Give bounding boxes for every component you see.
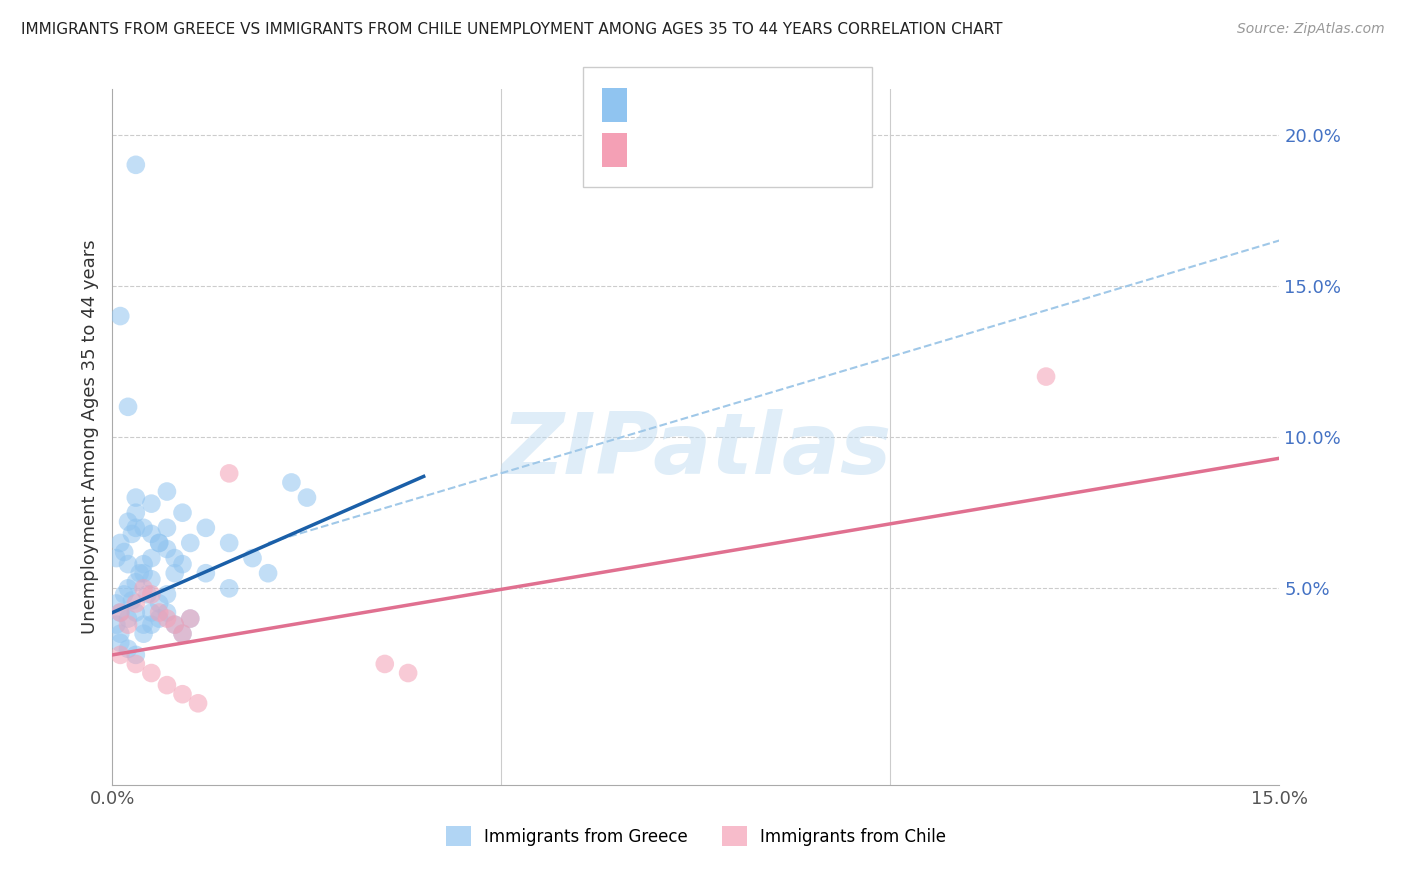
- Point: [396, 666, 419, 681]
- Point: [110, 648, 132, 662]
- Point: [156, 611, 179, 625]
- Point: [156, 587, 179, 601]
- Point: [132, 582, 155, 596]
- Point: [156, 678, 179, 692]
- Point: [105, 617, 128, 632]
- Point: [110, 536, 132, 550]
- Point: [110, 606, 132, 620]
- Point: [132, 557, 155, 571]
- Point: [156, 484, 179, 499]
- Point: [172, 626, 194, 640]
- Point: [110, 309, 132, 323]
- Point: [179, 611, 201, 625]
- Point: [112, 545, 135, 559]
- Point: [125, 575, 148, 590]
- Point: [218, 536, 240, 550]
- Point: [125, 657, 148, 671]
- Point: [374, 657, 396, 671]
- Point: [121, 527, 143, 541]
- Point: [110, 606, 132, 620]
- Point: [132, 566, 155, 581]
- Point: [125, 491, 148, 505]
- Point: [125, 648, 148, 662]
- Point: [141, 497, 163, 511]
- Point: [121, 593, 143, 607]
- Point: [148, 536, 170, 550]
- Point: [141, 617, 163, 632]
- Point: [1035, 369, 1057, 384]
- Point: [141, 606, 163, 620]
- Point: [112, 587, 135, 601]
- Point: [117, 611, 139, 625]
- Point: [128, 566, 150, 581]
- Point: [148, 606, 170, 620]
- Point: [280, 475, 302, 490]
- Text: N = 63: N = 63: [756, 96, 820, 114]
- Text: IMMIGRANTS FROM GREECE VS IMMIGRANTS FROM CHILE UNEMPLOYMENT AMONG AGES 35 TO 44: IMMIGRANTS FROM GREECE VS IMMIGRANTS FRO…: [21, 22, 1002, 37]
- Point: [141, 551, 163, 566]
- Point: [141, 587, 163, 601]
- Point: [179, 611, 201, 625]
- Point: [163, 617, 186, 632]
- Point: [218, 467, 240, 481]
- Point: [125, 606, 148, 620]
- Point: [242, 551, 264, 566]
- Point: [132, 626, 155, 640]
- Text: ZIPatlas: ZIPatlas: [501, 409, 891, 492]
- Point: [156, 541, 179, 556]
- Point: [148, 597, 170, 611]
- Point: [132, 617, 155, 632]
- Point: [163, 566, 186, 581]
- Point: [218, 582, 240, 596]
- Point: [105, 551, 128, 566]
- Point: [163, 617, 186, 632]
- Point: [117, 582, 139, 596]
- Point: [117, 515, 139, 529]
- Point: [187, 696, 209, 710]
- Point: [156, 521, 179, 535]
- Point: [117, 400, 139, 414]
- Text: R = 0.395: R = 0.395: [636, 141, 725, 159]
- Point: [163, 551, 186, 566]
- Text: Source: ZipAtlas.com: Source: ZipAtlas.com: [1237, 22, 1385, 37]
- Point: [141, 572, 163, 586]
- Point: [172, 557, 194, 571]
- Point: [148, 611, 170, 625]
- Point: [110, 636, 132, 650]
- Point: [117, 641, 139, 656]
- Point: [257, 566, 280, 581]
- Point: [179, 536, 201, 550]
- Point: [172, 626, 194, 640]
- Point: [295, 491, 318, 505]
- Y-axis label: Unemployment Among Ages 35 to 44 years: Unemployment Among Ages 35 to 44 years: [80, 240, 98, 634]
- Point: [125, 506, 148, 520]
- Point: [125, 521, 148, 535]
- Point: [194, 521, 217, 535]
- Point: [110, 626, 132, 640]
- Point: [141, 666, 163, 681]
- Point: [141, 527, 163, 541]
- Point: [136, 587, 159, 601]
- Point: [172, 506, 194, 520]
- Point: [148, 536, 170, 550]
- Point: [105, 597, 128, 611]
- Point: [194, 566, 217, 581]
- Point: [125, 597, 148, 611]
- Point: [172, 687, 194, 701]
- Point: [117, 557, 139, 571]
- Text: R = 0.288: R = 0.288: [636, 96, 725, 114]
- Point: [132, 521, 155, 535]
- Text: N = 20: N = 20: [756, 141, 820, 159]
- Point: [117, 617, 139, 632]
- Point: [156, 606, 179, 620]
- Legend: Immigrants from Greece, Immigrants from Chile: Immigrants from Greece, Immigrants from …: [440, 820, 952, 853]
- Point: [125, 158, 148, 172]
